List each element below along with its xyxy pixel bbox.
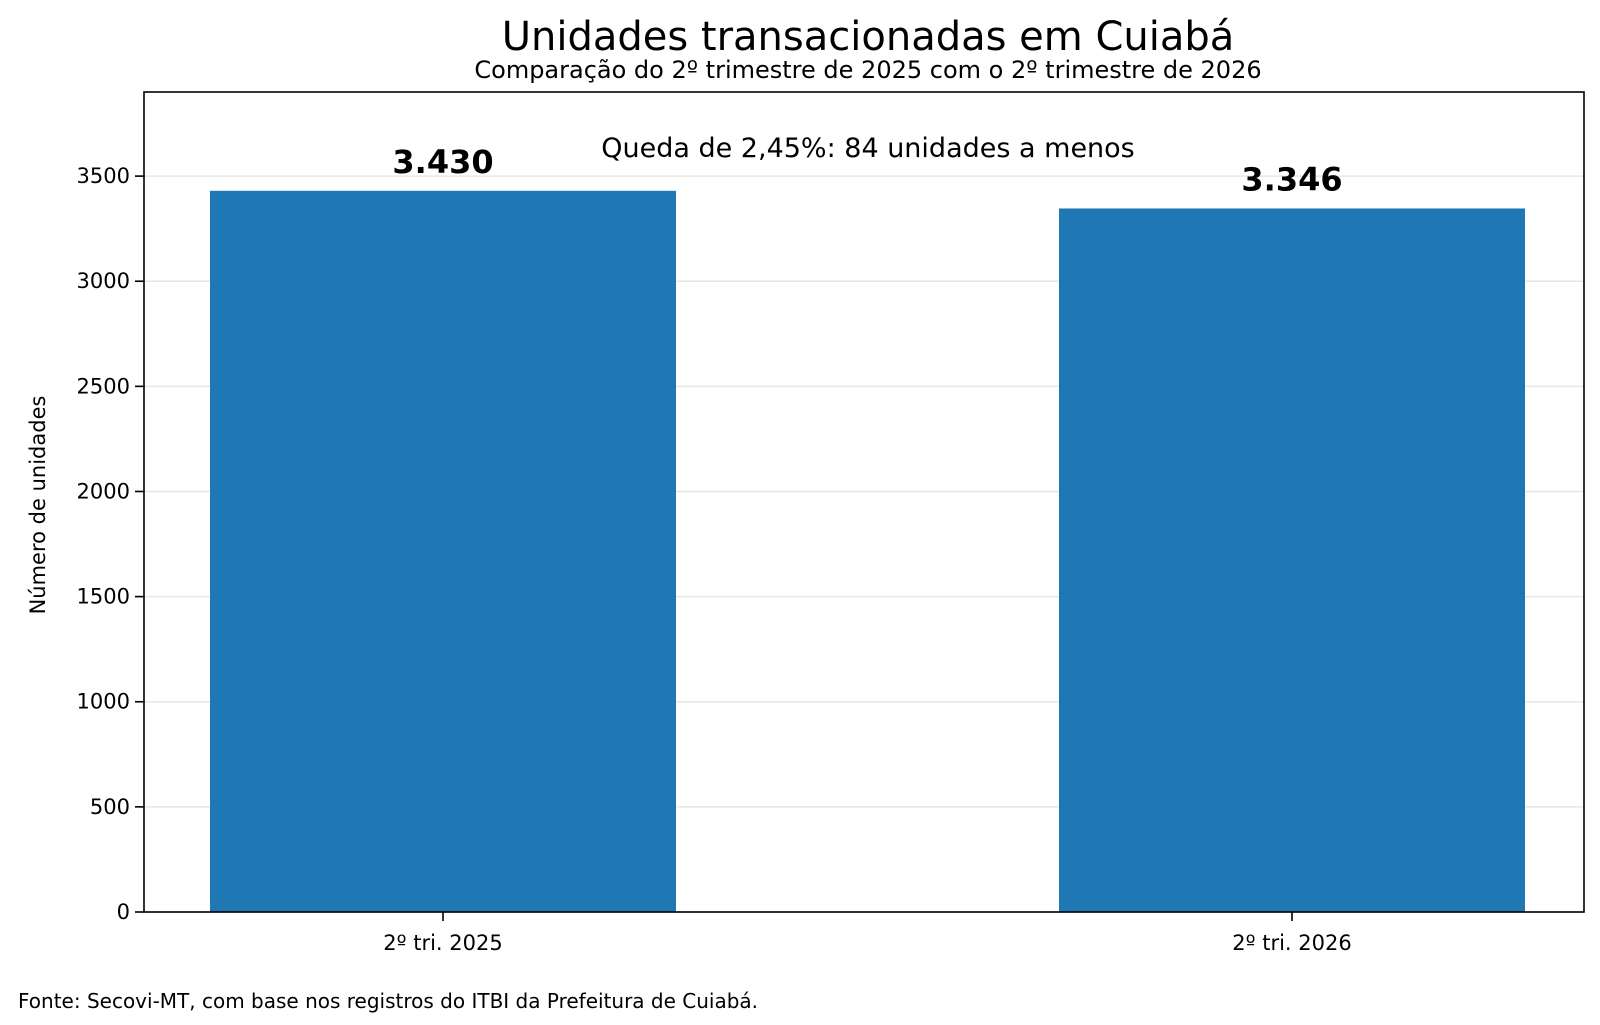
y-tick-label: 0 <box>117 900 130 924</box>
plot-frame <box>143 91 1585 913</box>
chart-annotation: Queda de 2,45%: 84 unidades a menos <box>601 133 1135 164</box>
y-tick-label: 2500 <box>77 374 130 398</box>
y-tick-label: 3500 <box>77 164 130 188</box>
data-labels: 3.430 3.346 <box>392 143 1342 199</box>
bar-value-label: 3.346 <box>1241 160 1342 198</box>
x-tick-label: 2º tri. 2026 <box>1232 931 1351 955</box>
y-axis-title: Número de unidades <box>26 396 50 615</box>
y-tick-label: 2000 <box>77 479 130 503</box>
source-note: Fonte: Secovi-MT, com base nos registros… <box>18 989 758 1013</box>
bars <box>210 190 1525 913</box>
y-tick-label: 1000 <box>77 690 130 714</box>
y-axis-ticks: 0 500 1000 1500 2000 2500 3000 3500 <box>77 164 144 924</box>
bar-value-label: 3.430 <box>392 143 493 181</box>
y-tick-label: 3000 <box>77 269 130 293</box>
bar <box>1059 208 1525 912</box>
x-axis-ticks: 2º tri. 2025 2º tri. 2026 <box>383 912 1352 955</box>
chart-title: Unidades transacionadas em Cuiabá <box>502 14 1235 60</box>
bar <box>210 190 676 913</box>
y-tick-label: 1500 <box>77 585 130 609</box>
x-tick-label: 2º tri. 2025 <box>383 931 502 955</box>
chart-subtitle: Comparação do 2º trimestre de 2025 com o… <box>474 56 1261 84</box>
y-tick-label: 500 <box>90 795 130 819</box>
